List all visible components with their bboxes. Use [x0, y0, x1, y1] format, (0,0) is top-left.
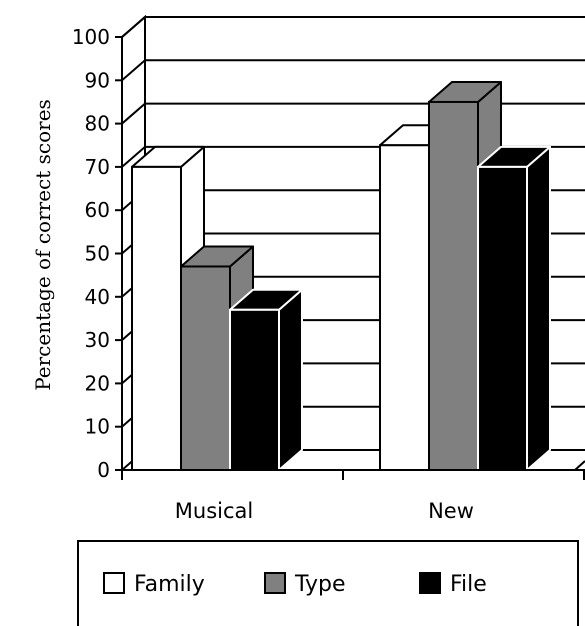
x-category-label: Musical: [175, 499, 253, 523]
legend: Family Type File: [77, 540, 579, 626]
legend-entry-family: Family: [103, 572, 205, 597]
y-tick-label: 80: [85, 112, 110, 136]
y-tick-label: 60: [85, 198, 110, 222]
legend-entry-type: Type: [264, 572, 346, 597]
bar-front: [131, 165, 182, 471]
gridline-side: [121, 146, 146, 168]
y-tick-label: 90: [85, 68, 110, 92]
y-tick-label: 100: [72, 25, 110, 49]
y-tick-label: 40: [85, 285, 110, 309]
legend-swatch: [264, 572, 286, 594]
bar-side: [526, 145, 551, 471]
legend-label: File: [450, 572, 487, 597]
y-tick-label: 30: [85, 328, 110, 352]
y-tick-label: 0: [97, 458, 110, 482]
legend-swatch: [103, 572, 125, 594]
y-tick-label: 50: [85, 242, 110, 266]
bar-front: [428, 100, 479, 471]
gridline-side: [121, 102, 146, 125]
bars: [131, 80, 551, 472]
y-tick-label: 20: [85, 371, 110, 395]
bar-front: [379, 144, 430, 471]
legend-box: [77, 540, 579, 626]
bar-front: [229, 308, 280, 472]
legend-swatch: [419, 572, 441, 594]
y-tick-label: 70: [85, 155, 110, 179]
gridline-side: [121, 16, 146, 38]
legend-label: Family: [134, 572, 205, 597]
floor-right-edge: [574, 460, 585, 471]
legend-entry-file: File: [419, 572, 487, 597]
bar-front: [477, 165, 528, 471]
bar-file-new: [477, 145, 551, 471]
gridline-side: [121, 59, 146, 82]
x-axis: Musical New: [121, 469, 585, 523]
y-axis: 0 10 20 30 40 50 60 70 80 90 100: [72, 25, 122, 482]
y-axis-label: Percentage of correct scores: [31, 99, 55, 391]
bar-front: [180, 265, 231, 471]
bar-side: [278, 288, 303, 471]
y-tick-label: 10: [85, 415, 110, 439]
bar-file-musical: [229, 288, 303, 472]
legend-label: Type: [294, 572, 346, 597]
x-category-label: New: [428, 499, 474, 523]
